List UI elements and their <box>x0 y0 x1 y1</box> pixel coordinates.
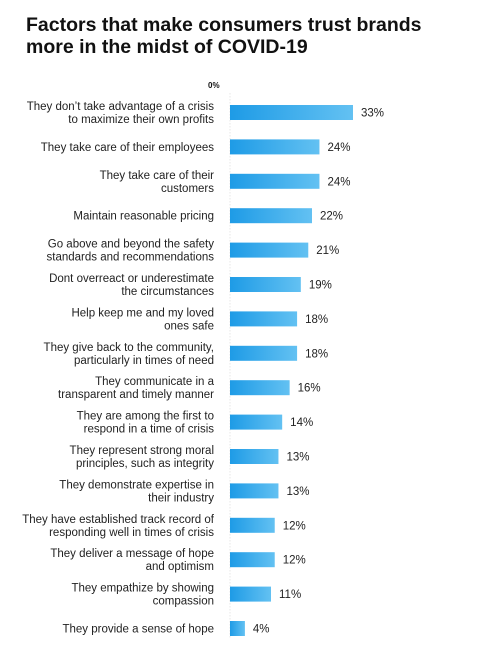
category-label: They don’t take advantage of a crisis to … <box>27 101 215 126</box>
category-label: They are among the first to respond in a … <box>77 411 215 436</box>
value-label: 12% <box>283 555 306 567</box>
bar <box>230 414 283 430</box>
chart-title: Factors that make consumers trust brands… <box>26 14 422 58</box>
value-label: 19% <box>309 280 332 292</box>
bar <box>230 621 245 636</box>
category-label: Maintain reasonable pricing <box>73 211 214 223</box>
bar <box>230 242 309 258</box>
bar <box>230 311 298 327</box>
value-label: 14% <box>290 417 313 429</box>
value-label: 22% <box>320 211 343 223</box>
bar <box>230 552 275 568</box>
category-label: Go above and beyond the safety standards … <box>47 239 215 264</box>
bar <box>230 345 298 361</box>
category-label: They deliver a message of hope and optimi… <box>50 548 214 573</box>
axis-zero-label: 0% <box>208 81 220 90</box>
category-label: They communicate in a transparent and tim… <box>58 376 215 401</box>
value-label: 13% <box>286 452 309 464</box>
value-label: 21% <box>316 245 339 257</box>
category-label: They take care of their employees <box>41 142 214 154</box>
bar <box>230 380 290 396</box>
category-label: They represent strong moral principles, s… <box>70 445 215 470</box>
category-label: They have established track record of res… <box>22 514 215 539</box>
value-label: 13% <box>286 486 309 498</box>
bar <box>230 483 279 499</box>
value-label: 24% <box>327 142 350 154</box>
value-label: 11% <box>279 589 301 601</box>
bar <box>230 586 271 602</box>
bar <box>230 517 275 533</box>
value-label: 18% <box>305 314 328 326</box>
value-label: 24% <box>327 176 350 188</box>
value-label: 18% <box>305 348 328 360</box>
value-label: 16% <box>298 383 321 395</box>
bar <box>230 139 320 155</box>
category-label: Dont overreact or underestimate the circu… <box>49 273 214 298</box>
category-label: They empathize by showing compassion <box>71 583 214 608</box>
bar <box>230 105 353 120</box>
category-label: Help keep me and my loved ones safe <box>71 307 214 332</box>
category-label: They give back to the community, particul… <box>44 342 214 367</box>
bar <box>230 173 320 189</box>
value-label: 33% <box>361 108 384 120</box>
bar <box>230 277 301 292</box>
category-label: They provide a sense of hope <box>62 624 214 636</box>
bar <box>230 208 312 224</box>
category-label: They take care of their customers <box>100 170 215 195</box>
bar <box>230 449 279 464</box>
value-label: 4% <box>253 624 270 636</box>
category-label: They demonstrate expertise in their indus… <box>59 479 214 504</box>
value-label: 12% <box>283 520 306 532</box>
